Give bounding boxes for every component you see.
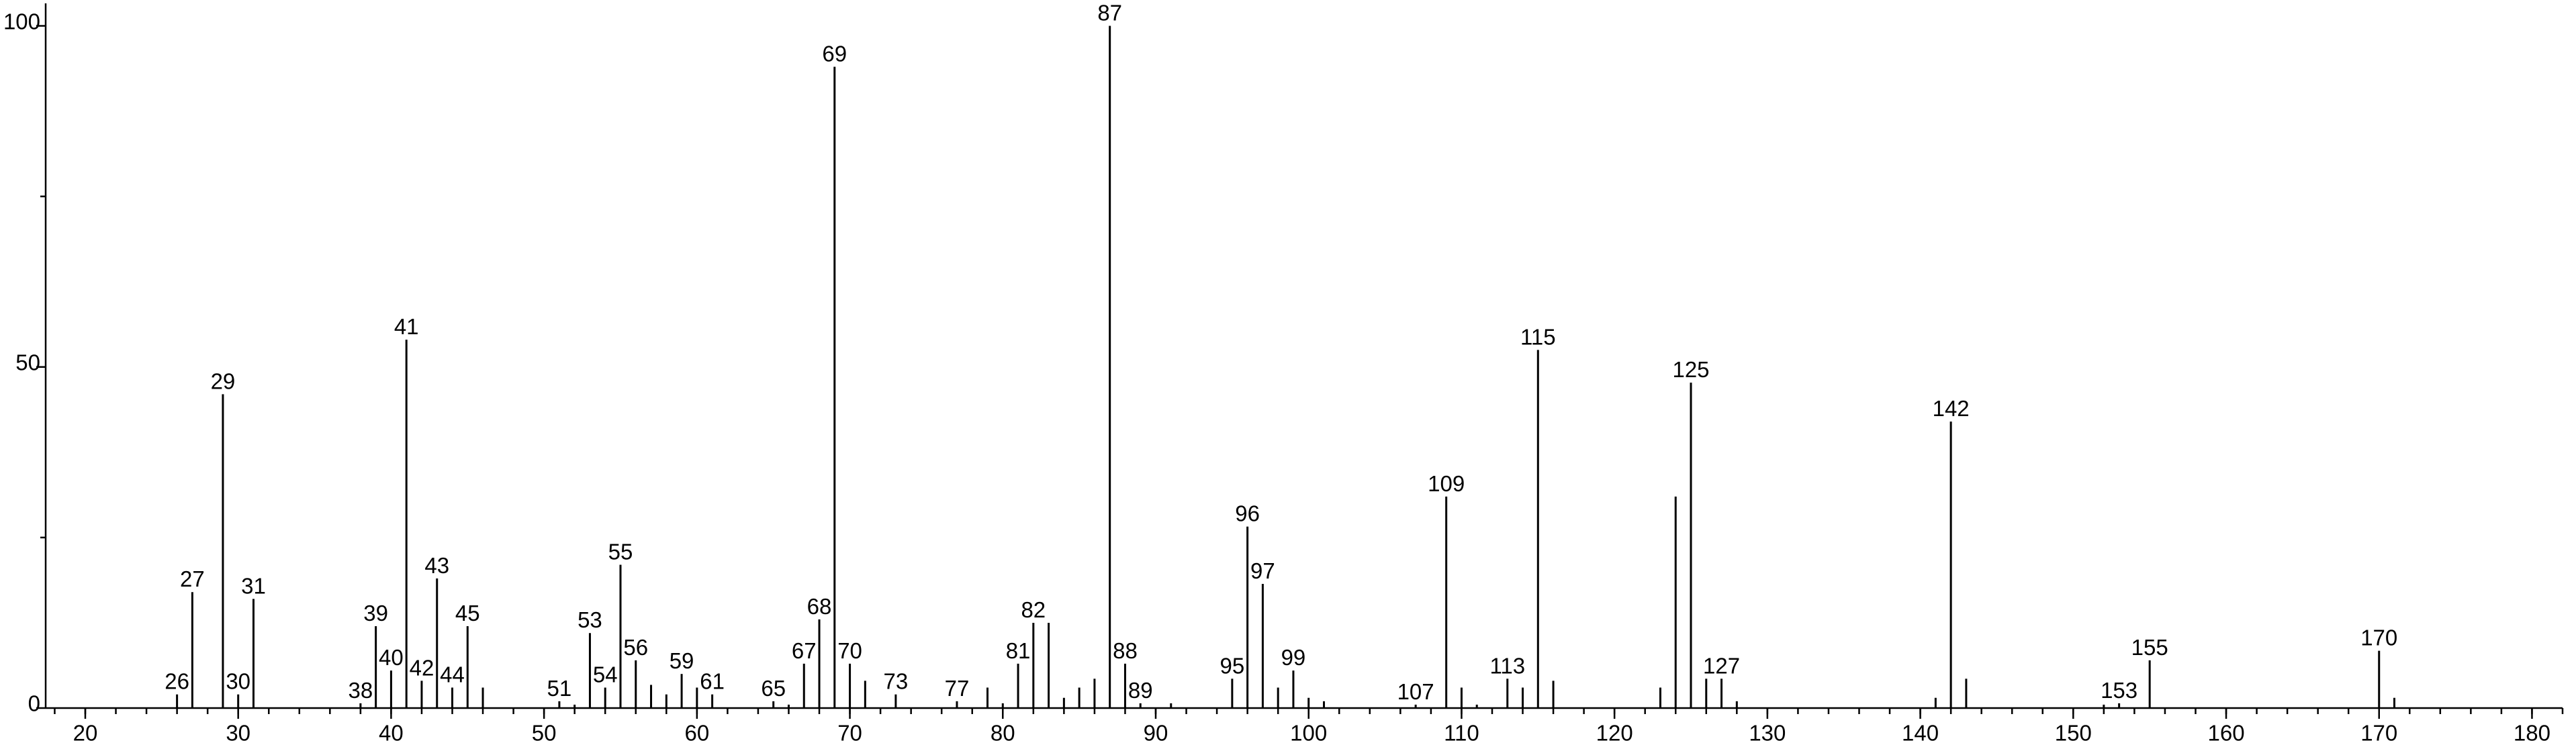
peak-label: 54 — [593, 662, 618, 687]
peak-label: 87 — [1097, 1, 1122, 26]
peak-label: 61 — [700, 669, 725, 694]
peak-label: 26 — [165, 669, 189, 694]
peak-label: 41 — [394, 314, 419, 339]
peak-label: 38 — [349, 678, 373, 703]
x-tick-label: 160 — [2207, 721, 2244, 746]
y-tick-label: 50 — [15, 350, 40, 374]
x-tick-label: 170 — [2360, 721, 2397, 746]
x-tick-label: 150 — [2055, 721, 2092, 746]
x-tick-label: 70 — [837, 721, 862, 746]
x-tick-label: 110 — [1444, 721, 1479, 746]
x-tick-label: 180 — [2514, 721, 2550, 746]
peak-label: 113 — [1489, 653, 1525, 678]
peak-label: 67 — [792, 638, 817, 663]
peak-label: 30 — [226, 669, 250, 694]
peak-label: 68 — [807, 594, 832, 619]
peak-label: 42 — [410, 655, 434, 680]
peak-label: 77 — [945, 676, 970, 701]
x-tick-label: 20 — [73, 721, 98, 746]
peak-label: 39 — [363, 601, 388, 626]
peak-label: 43 — [424, 553, 449, 578]
y-tick-label: 100 — [3, 9, 40, 34]
peak-label: 45 — [455, 601, 480, 626]
peak-label: 51 — [547, 676, 572, 701]
peak-label: 65 — [761, 676, 786, 701]
peak-label: 97 — [1250, 558, 1275, 583]
x-tick-label: 80 — [991, 721, 1015, 746]
peak-label: 81 — [1006, 638, 1031, 663]
x-tick-label: 40 — [379, 721, 404, 746]
peak-label: 27 — [180, 566, 205, 591]
peak-label: 125 — [1672, 357, 1709, 382]
peak-label: 155 — [2131, 635, 2168, 660]
peak-label: 56 — [623, 635, 648, 660]
peak-label: 69 — [822, 42, 847, 66]
peak-label: 44 — [440, 662, 465, 687]
peak-label: 109 — [1428, 471, 1465, 496]
x-tick-label: 140 — [1902, 721, 1939, 746]
peak-label: 89 — [1128, 678, 1153, 703]
peak-label: 59 — [670, 648, 694, 673]
peak-label: 127 — [1703, 653, 1740, 678]
peak-label: 29 — [211, 368, 236, 393]
peak-label: 96 — [1235, 501, 1260, 526]
peak-label: 99 — [1281, 645, 1306, 670]
x-tick-label: 120 — [1596, 721, 1633, 746]
x-tick-label: 50 — [532, 721, 557, 746]
peak-label: 107 — [1397, 679, 1434, 704]
x-tick-label: 60 — [684, 721, 709, 746]
peak-label: 115 — [1520, 324, 1556, 349]
peak-label: 55 — [608, 540, 633, 564]
peak-label: 88 — [1113, 638, 1138, 663]
peak-label: 40 — [379, 645, 404, 670]
x-tick-label: 100 — [1290, 721, 1327, 746]
peak-label: 31 — [241, 573, 266, 598]
peak-label: 82 — [1021, 597, 1046, 622]
x-tick-label: 90 — [1144, 721, 1168, 746]
x-tick-label: 30 — [226, 721, 250, 746]
y-tick-label: 0 — [28, 691, 40, 716]
peak-label: 73 — [884, 669, 909, 694]
peak-label: 170 — [2360, 626, 2397, 650]
peak-label: 153 — [2101, 678, 2137, 703]
peak-label: 70 — [837, 638, 862, 663]
peak-label: 53 — [578, 607, 602, 632]
peak-label: 142 — [1933, 396, 1970, 421]
peak-label: 95 — [1220, 653, 1244, 678]
x-tick-label: 130 — [1749, 721, 1786, 746]
